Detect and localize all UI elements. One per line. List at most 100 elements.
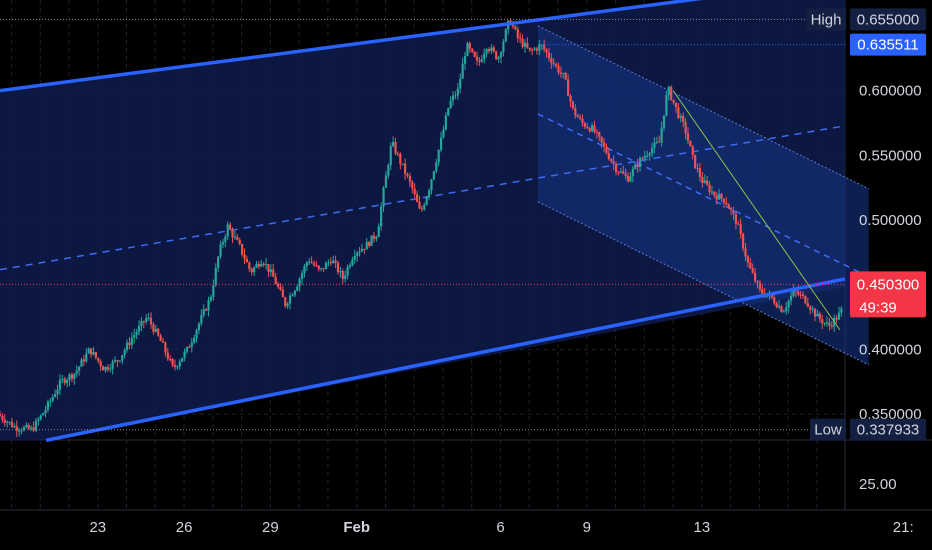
candle-body [145,317,148,323]
candle-body [598,132,601,137]
candle-body [756,281,759,283]
candle-body [447,107,450,116]
candle-body [255,264,258,268]
candle-body [660,127,663,143]
candle-body [576,115,579,118]
candle-body [329,262,332,264]
candle-body [545,49,548,53]
candle-body [737,223,740,225]
candle-body [837,312,841,320]
candle-body [3,419,6,423]
candle-body [133,334,136,339]
candles [0,17,843,437]
candle-body [444,115,447,130]
time-tick-label: 9 [583,519,591,536]
candle-body [99,361,102,367]
candle-body [224,236,227,243]
candle-body [753,272,757,282]
candle-body [789,296,793,301]
candle-body [171,359,174,366]
candle-body [550,58,553,64]
candle-body [320,268,323,270]
candle-body [650,147,654,154]
low-value-text: 0.337933 [857,422,920,439]
candle-body [339,271,342,273]
candle-body [813,308,817,317]
low-label-bg [810,418,846,441]
candle-body [312,262,316,266]
candle-body [22,427,26,431]
candle-body [39,415,42,420]
candle-body [459,78,462,89]
candle-body [394,141,397,154]
range-top-value-bg [850,33,926,56]
candle-body [823,322,826,324]
time-tick-label: 6 [496,519,504,536]
time-axis[interactable]: 23 26 29 Feb 6 9 13 21: [89,519,913,536]
candle-body [622,171,625,174]
overlay-lines [0,0,846,443]
candle-body [804,295,807,304]
candle-body [6,421,9,423]
candle-body [579,117,582,119]
candle-body [744,248,747,257]
candle-body [113,360,117,362]
candle-body [511,24,515,27]
candle-body [20,430,23,432]
price-axis[interactable]: 0.6000000.5500000.5000000.4000000.350000… [859,83,922,493]
candle-body [207,300,210,311]
candle-body [614,164,618,173]
candle-body [10,421,14,427]
candle-body [792,290,795,297]
candle-body [828,322,831,326]
candle-body [439,137,443,150]
ascending-channel[interactable] [0,0,870,441]
candle-body [92,352,95,355]
candle-body [197,323,201,331]
candle-body [415,194,419,203]
candle-body [396,153,400,155]
candle-body [684,121,687,134]
candle-body [425,196,428,205]
candle-body [87,348,90,354]
countdown-text: 49:39 [859,299,897,316]
candle-body [593,125,596,133]
candle-body [363,248,366,250]
candle-body [334,260,337,263]
candle-body [18,430,21,432]
candle-body [821,319,824,324]
candle-body [531,49,534,51]
candle-body [238,239,241,244]
candle-body [463,55,467,64]
candle-body [670,86,673,100]
candle-body [42,413,45,416]
candle-body [161,341,165,343]
candle-body [662,115,666,128]
candle-body [516,29,519,38]
candle-body [641,158,644,160]
candle-body [706,180,709,185]
candle-body [571,101,575,109]
candle-body [725,202,728,205]
candle-body [730,208,733,211]
high-value-bg [850,8,926,31]
candle-body [25,425,28,428]
candle-body [451,95,455,101]
candle-body [229,224,232,230]
candle-body [840,308,843,313]
candle-body [262,263,265,265]
candle-body [404,163,407,174]
candle-body [360,248,364,252]
candle-body [830,325,833,327]
candle-body [44,409,47,414]
candle-body [0,414,2,416]
candle-body [183,351,186,358]
high-label-bg [806,8,846,31]
candle-body [677,107,680,118]
candle-body [308,261,311,263]
candle-body [322,268,325,270]
candle-body [694,154,697,169]
candle-body [442,129,445,138]
candle-body [142,321,145,323]
